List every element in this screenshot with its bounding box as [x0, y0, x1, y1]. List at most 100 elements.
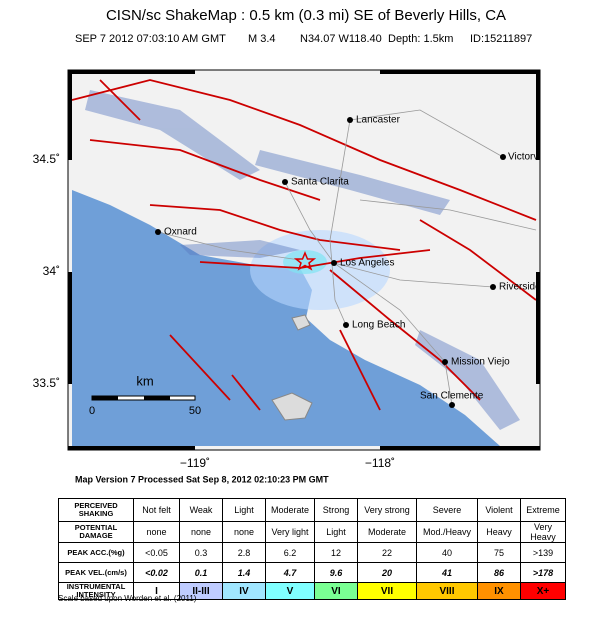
legend-row: POTENTIAL DAMAGE none none none Very light Li…	[58, 521, 566, 543]
city-dot	[449, 402, 455, 408]
city-dot	[500, 154, 506, 160]
title: CISN/sc ShakeMap : 0.5 km (0.3 mi) SE of…	[106, 7, 506, 24]
event-id: ID:15211897	[470, 33, 532, 45]
ocean	[72, 190, 500, 446]
legend-cell: VII	[357, 582, 417, 600]
map: Lancaster Victorvi Santa Clarita Oxnard …	[33, 69, 541, 470]
legend-cell: 12	[314, 542, 358, 563]
city-dot	[490, 284, 496, 290]
frame-ticks	[68, 70, 540, 450]
legend-cell: none	[133, 521, 180, 543]
legend-row: PEAK ACC.(%g) <0.05 0.3 2.8 6.2 12 22 40 75 >139	[58, 542, 566, 563]
legend-row: PEAK VEL.(cm/s) <0.02 0.1 1.4 4.7 9.6 20 41 86 >1…	[58, 562, 566, 583]
city-label: Oxnard	[164, 227, 197, 238]
island	[291, 314, 311, 331]
legend-row-header: POTENTIAL DAMAGE	[58, 521, 134, 543]
event-date: SEP 7 2012 07:03:10 AM GMT	[75, 33, 226, 45]
city-label: Long Beach	[352, 320, 405, 331]
legend-cell: Very Heavy	[520, 521, 566, 543]
legend-cell: IX	[477, 582, 521, 600]
legend-cell: Very strong	[357, 498, 417, 522]
legend-cell: 6.2	[265, 542, 315, 563]
legend-row: INSTRUMENTAL INTENSITY I II-III IV V VI VII VII…	[58, 582, 566, 600]
city-dot	[155, 229, 161, 235]
lat-label: 34.5˚	[33, 152, 60, 166]
legend-cell: 4.7	[265, 562, 315, 583]
lat-label: 33.5˚	[33, 376, 60, 390]
legend-cell: Severe	[416, 498, 478, 522]
depth: Depth: 1.5km	[388, 33, 453, 45]
scale-bar: km 0 50	[89, 373, 201, 416]
legend-cell: Mod./Heavy	[416, 521, 478, 543]
legend-cell: 41	[416, 562, 478, 583]
cities: Lancaster Victorvi Santa Clarita Oxnard …	[155, 115, 541, 408]
legend-cell: 9.6	[314, 562, 358, 583]
map-version: Map Version 7 Processed Sat Sep 8, 2012 …	[75, 474, 329, 484]
legend-cell: I	[133, 582, 180, 600]
legend-cell: none	[179, 521, 223, 543]
legend-cell: 2.8	[222, 542, 266, 563]
city-label: Santa Clarita	[291, 177, 349, 188]
legend-cell: Violent	[477, 498, 521, 522]
legend-cell: Light	[314, 521, 358, 543]
roads	[157, 109, 537, 406]
terrain	[85, 90, 520, 430]
map-figure: CISN/sc ShakeMap : 0.5 km (0.3 mi) SE of…	[33, 7, 541, 484]
legend-cell: 20	[357, 562, 417, 583]
legend-cell: none	[222, 521, 266, 543]
legend-cell: VIII	[416, 582, 478, 600]
legend-cell: Moderate	[265, 498, 315, 522]
city-dot	[442, 359, 448, 365]
lat-label: 34˚	[43, 264, 60, 278]
city-dot	[343, 322, 349, 328]
legend-cell: Not felt	[133, 498, 180, 522]
lon-label: −118˚	[365, 456, 395, 470]
legend-cell: Weak	[179, 498, 223, 522]
scale-bar-seg	[144, 396, 170, 400]
epicenter: N34.07 W118.40	[300, 33, 382, 45]
legend-cell: Light	[222, 498, 266, 522]
scale-label: 50	[189, 405, 201, 417]
legend-cell: 1.4	[222, 562, 266, 583]
scale-bar-seg	[92, 396, 118, 400]
legend-row-header: PEAK VEL.(cm/s)	[58, 562, 134, 583]
legend-cell: 86	[477, 562, 521, 583]
legend-cell: <0.02	[133, 562, 180, 583]
city-dot	[282, 179, 288, 185]
legend-cell: 75	[477, 542, 521, 563]
legend-cell: II-III	[179, 582, 223, 600]
legend-cell: Extreme	[520, 498, 566, 522]
legend-cell: Very light	[265, 521, 315, 543]
city-dot	[331, 260, 337, 266]
legend-cell: IV	[222, 582, 266, 600]
map-frame	[67, 69, 541, 451]
footnote: Scale based upon Worden et al. (2011)	[58, 594, 197, 603]
intensity-legend: PERCEIVED SHAKING Not felt Weak Light Modera…	[58, 498, 566, 600]
epicenter-star	[293, 251, 317, 271]
city-label: Lancaster	[356, 115, 401, 126]
scale-label: 0	[89, 405, 95, 417]
city-label: Los Angeles	[340, 258, 395, 269]
lon-label: −119˚	[180, 456, 210, 470]
city-label: Mission Viejo	[451, 357, 510, 368]
city-label: Riverside	[499, 282, 541, 293]
legend-cell: Heavy	[477, 521, 521, 543]
city-dot	[347, 117, 353, 123]
legend-row: PERCEIVED SHAKING Not felt Weak Light Modera…	[58, 498, 566, 522]
legend-cell: V	[265, 582, 315, 600]
city-label: San Clemente	[420, 391, 484, 402]
scale-unit: km	[136, 373, 153, 388]
legend-cell: 0.3	[179, 542, 223, 563]
legend-cell: VI	[314, 582, 358, 600]
legend-row-header: PERCEIVED SHAKING	[58, 498, 134, 522]
legend-cell: Strong	[314, 498, 358, 522]
city-label: Victorvi	[508, 152, 541, 163]
legend-row-header: PEAK ACC.(%g)	[58, 542, 134, 563]
legend-cell: 22	[357, 542, 417, 563]
island	[271, 392, 313, 421]
legend-cell: <0.05	[133, 542, 180, 563]
legend-cell: >178	[520, 562, 566, 583]
legend-cell: >139	[520, 542, 566, 563]
legend-cell: 40	[416, 542, 478, 563]
